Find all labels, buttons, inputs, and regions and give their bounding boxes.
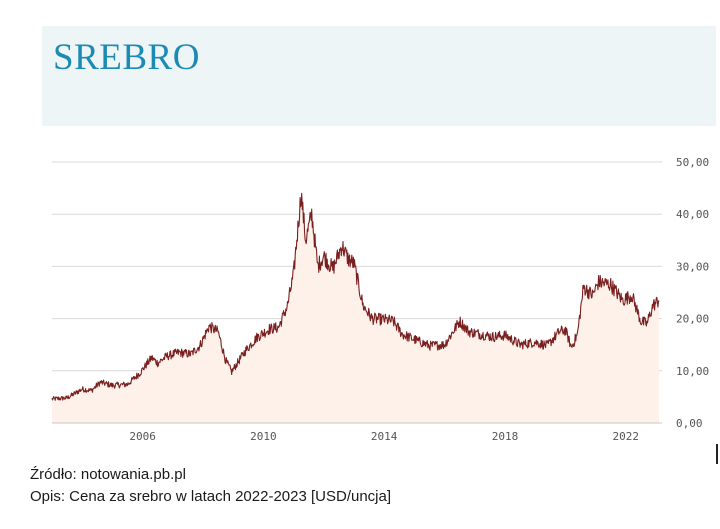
y-tick-label: 0,00	[676, 417, 703, 430]
y-tick-label: 50,00	[676, 156, 709, 169]
y-tick-label: 30,00	[676, 260, 709, 273]
x-tick-label: 2010	[250, 430, 277, 443]
series-area	[52, 193, 659, 423]
source-caption: Źródło: notowania.pb.pl	[30, 466, 186, 483]
series-line	[51, 192, 660, 401]
silver-price-chart: 0,00 10,00 20,00 30,00 40,00 50,00 2006 2010 201…	[51, 156, 709, 443]
text-cursor-mark	[716, 444, 718, 464]
x-tick-label: 2006	[129, 430, 156, 443]
chart-header: SREBRO	[42, 26, 716, 126]
y-tick-label: 10,00	[676, 365, 709, 378]
x-tick-label: 2018	[492, 430, 519, 443]
chart-title: SREBRO	[53, 37, 200, 78]
y-tick-label: 20,00	[676, 313, 709, 326]
y-tick-label: 40,00	[676, 208, 709, 221]
x-tick-label: 2022	[613, 430, 640, 443]
x-tick-label: 2014	[371, 430, 398, 443]
description-caption: Opis: Cena za srebro w latach 2022-2023 …	[30, 488, 392, 505]
